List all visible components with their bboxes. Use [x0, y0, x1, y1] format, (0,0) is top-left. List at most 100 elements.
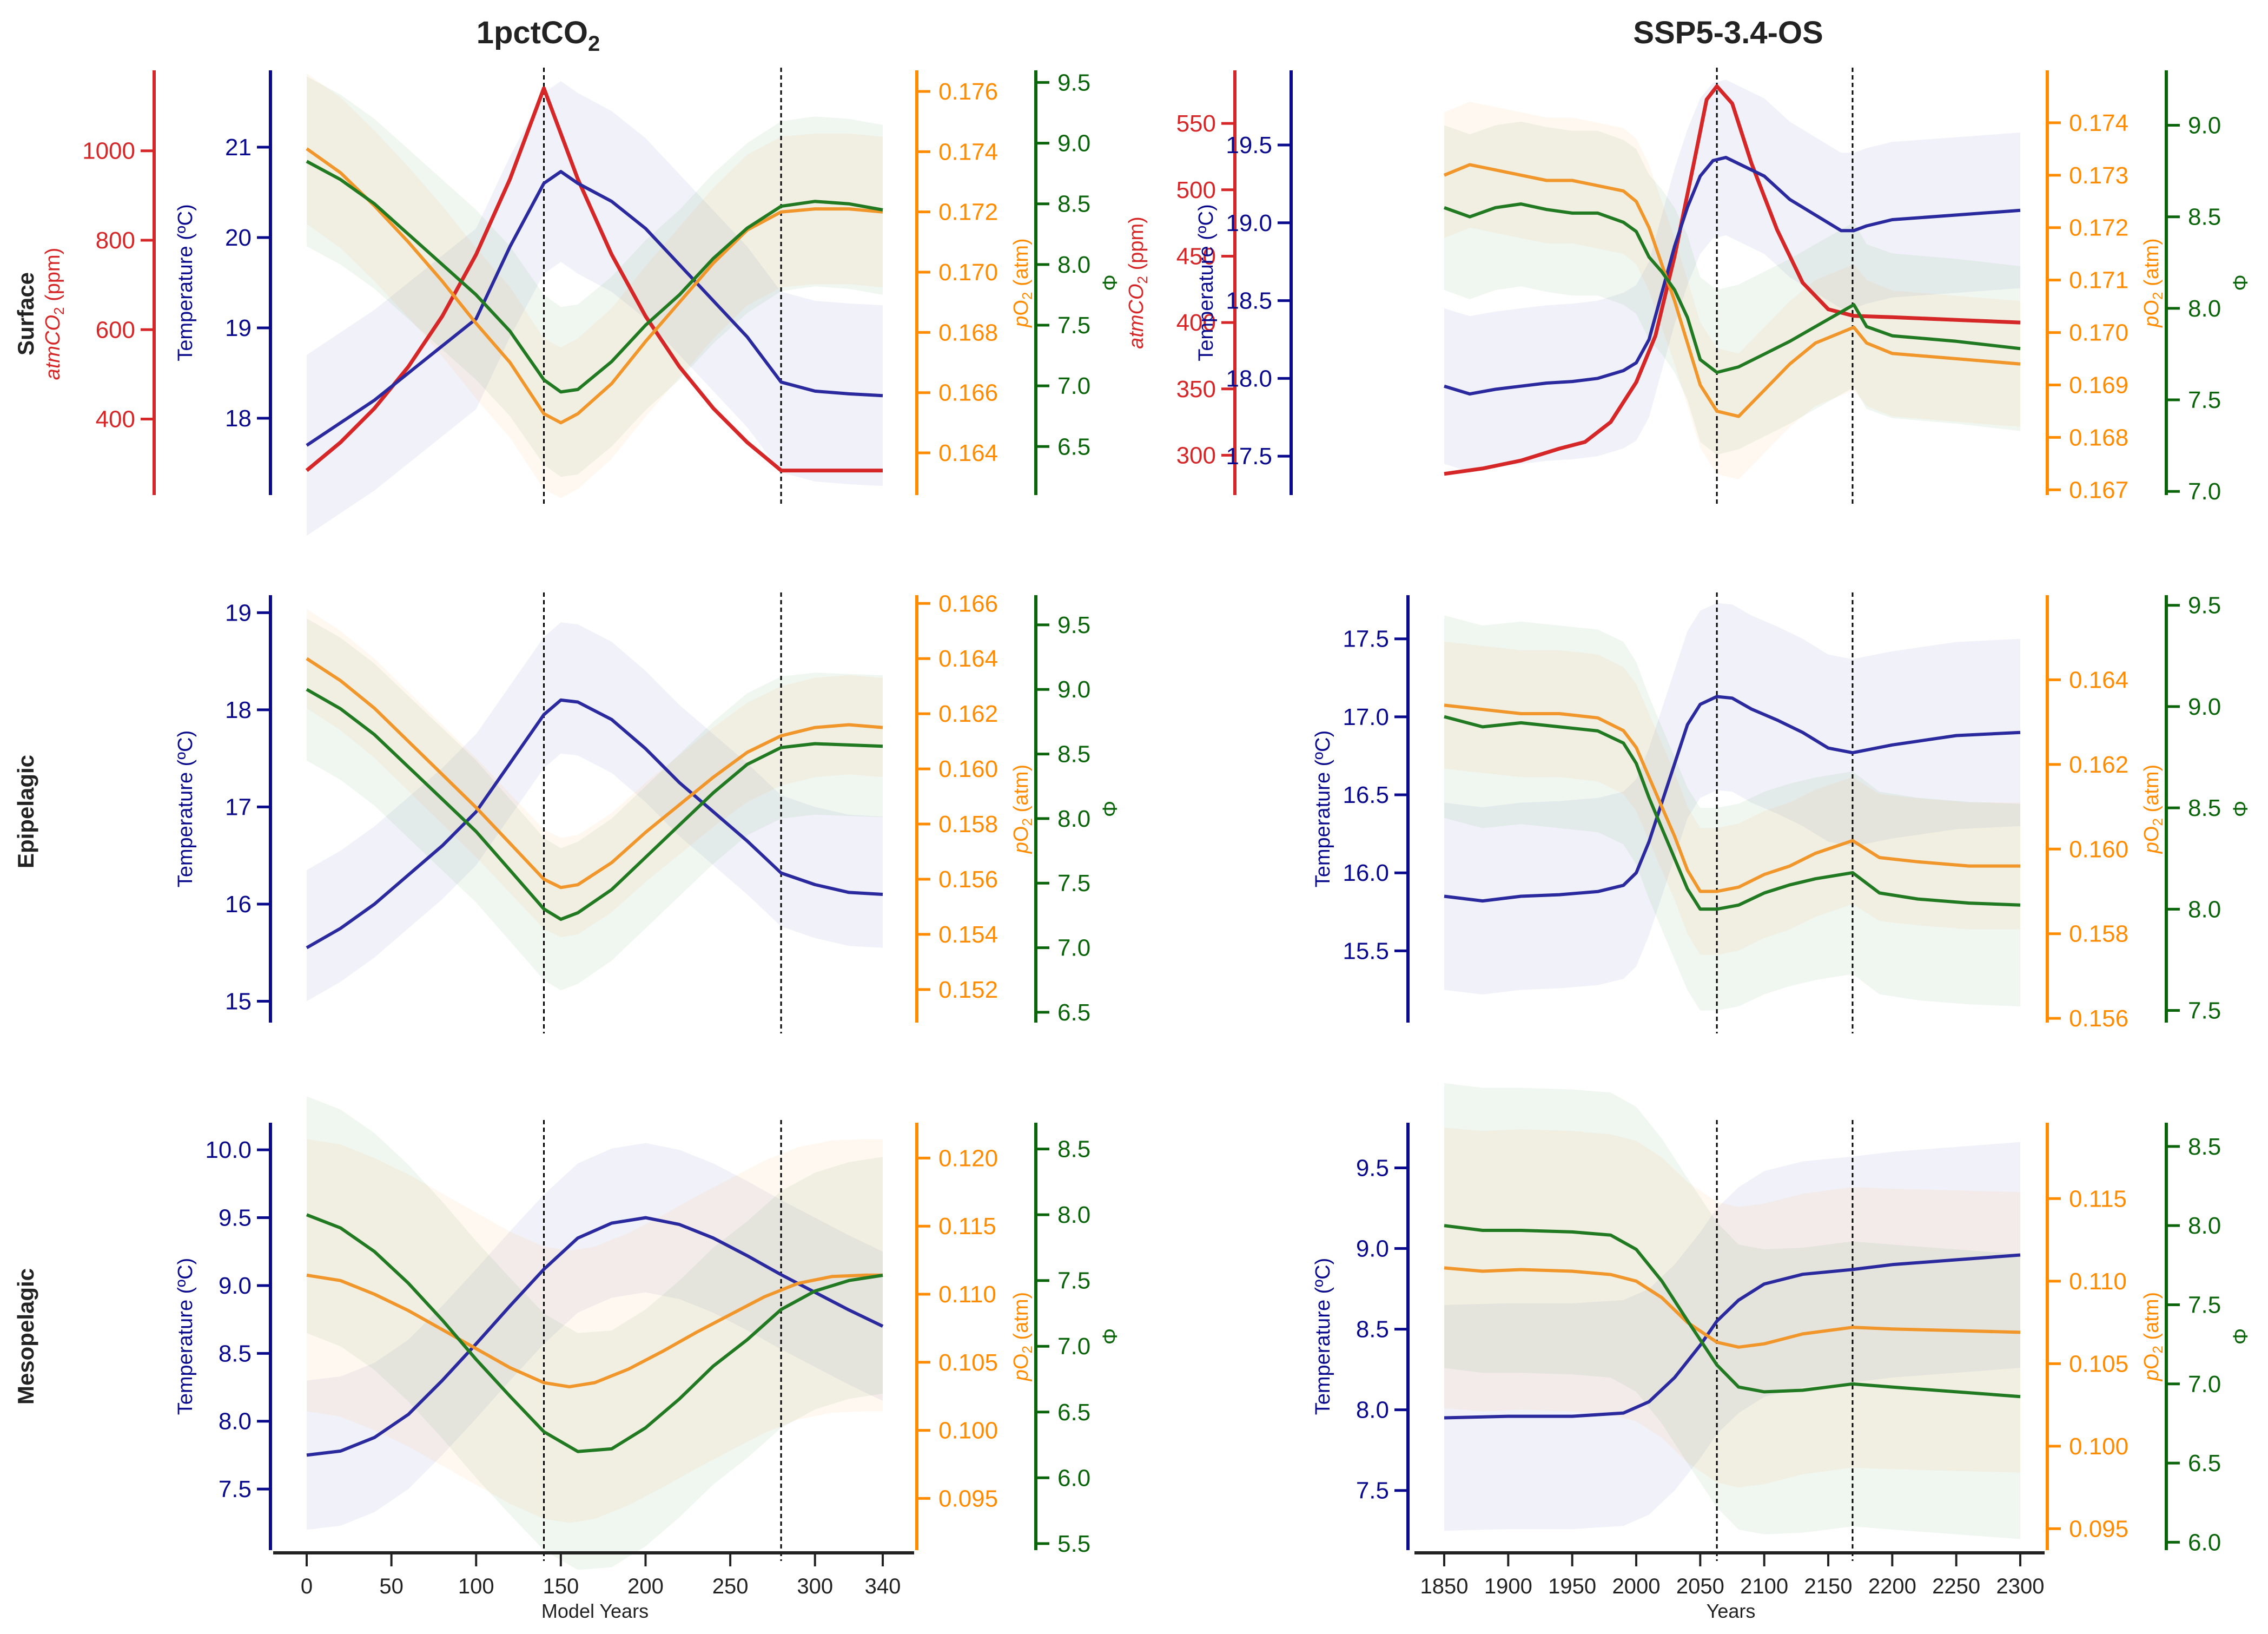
po2-tick-label: 0.164 — [938, 440, 998, 466]
temperature-axis: 15.5 16.0 16.5 17.0 17.5 — [1343, 595, 1410, 1023]
co2-tick-label: 400 — [1176, 309, 1216, 336]
temperature-tick-label: 18 — [225, 405, 252, 432]
phi-tick-label: 7.5 — [2188, 387, 2221, 413]
phi-axis: 5.5 6.0 6.5 7.0 7.5 8.0 8.5 — [1034, 1123, 1090, 1557]
x-tick-label: 2200 — [1868, 1574, 1916, 1598]
po2-tick-label: 0.115 — [2069, 1185, 2127, 1212]
temperature-tick-label: 9.0 — [219, 1273, 252, 1299]
po2-tick-label: 0.160 — [2069, 836, 2128, 862]
panels: 4006008001000181920210.1640.1660.1680.17… — [82, 68, 2252, 1598]
po2-tick-label: 0.110 — [938, 1281, 996, 1308]
series-temperature — [306, 170, 883, 447]
po2-tick-label: 0.120 — [938, 1145, 998, 1171]
phi-tick-label: 7.5 — [2188, 1292, 2221, 1318]
phi-tick-label: 5.5 — [1057, 1531, 1090, 1557]
series-po2 — [306, 147, 883, 425]
phi-tick-label: 9.0 — [1057, 676, 1090, 703]
phi-tick-label: 9.5 — [1057, 69, 1090, 96]
po2-axis-title: pO2 (atm) — [1010, 765, 1035, 854]
temperature-axis: 15 16 17 18 19 — [225, 595, 272, 1023]
po2-tick-label: 0.105 — [938, 1349, 998, 1376]
temperature-tick-label: 16.5 — [1343, 782, 1389, 808]
phi-tick-label: 7.5 — [2188, 998, 2221, 1024]
temperature-tick-label: 7.5 — [219, 1476, 252, 1503]
co2-axis-title: atmCO2 (ppm) — [1125, 216, 1150, 349]
temperature-tick-label: 21 — [225, 134, 252, 161]
temperature-tick-label: 20 — [225, 225, 252, 251]
po2-axis: 0.152 0.154 0.156 0.158 0.160 0.162 0.164 0.166 — [915, 590, 998, 1023]
series-temperature — [1444, 1253, 2021, 1420]
x-tick-label: 1900 — [1484, 1574, 1532, 1598]
po2-axis: 0.156 0.158 0.160 0.162 0.164 — [2046, 595, 2128, 1032]
temperature-tick-label: 17.0 — [1343, 704, 1389, 730]
co2-axis: 400 600 800 1000 — [82, 70, 156, 495]
x-tick-label: 2000 — [1612, 1574, 1661, 1598]
phi-tick-label: 8.0 — [2188, 896, 2221, 923]
po2-tick-label: 0.166 — [938, 380, 998, 406]
po2-tick-label: 0.164 — [2069, 667, 2128, 693]
co2-axis-title-left: atmCO2 (ppm) — [42, 248, 67, 380]
temperature-tick-label: 18.5 — [1226, 288, 1272, 314]
po2-axis-title: pO2 (atm) — [1010, 1292, 1035, 1381]
series-po2 — [1444, 703, 2020, 893]
temperature-tick-label: 16.0 — [1343, 860, 1389, 886]
panel-1pct-surface: 400 600 800 1000 18 19 20 21 0.164 0.166 0.168 0.17… — [82, 68, 1122, 536]
po2-tick-label: 0.166 — [938, 590, 998, 617]
x-axis-title-left: Model Years — [541, 1600, 649, 1622]
series-phi — [1444, 1224, 2021, 1399]
band-temperature — [307, 1143, 883, 1530]
band-phi — [307, 618, 883, 991]
phi-tick-label: 7.5 — [1057, 312, 1090, 339]
phi-axis-title: Φ — [2230, 274, 2252, 291]
temperature-tick-label: 19.0 — [1226, 210, 1272, 236]
temperature-tick-label: 15.5 — [1343, 938, 1389, 964]
po2-axis-title: pO2 (atm) — [2140, 1292, 2166, 1381]
co2-tick-label: 800 — [96, 227, 135, 254]
phi-tick-label: 7.5 — [1057, 1268, 1090, 1294]
x-tick-label: 2150 — [1804, 1574, 1853, 1598]
temperature-tick-label: 19 — [225, 599, 252, 626]
temperature-tick-label: 18 — [225, 697, 252, 723]
series-po2 — [306, 657, 883, 890]
series-phi — [306, 160, 883, 394]
phi-tick-label: 8.5 — [2188, 795, 2221, 821]
x-tick-label: 2050 — [1676, 1574, 1724, 1598]
po2-tick-label: 0.167 — [2069, 477, 2128, 503]
phi-axis-title: Φ — [1099, 1328, 1122, 1345]
po2-tick-label: 0.168 — [2069, 424, 2128, 451]
x-tick-label: 250 — [712, 1574, 749, 1598]
po2-tick-label: 0.156 — [938, 866, 998, 893]
phi-tick-label: 9.5 — [2188, 592, 2221, 619]
series-po2 — [306, 1273, 883, 1389]
temperature-axis-title: Temperature (ºC) — [1312, 1258, 1334, 1415]
series-temperature — [1444, 156, 2021, 396]
band-phi — [1444, 1083, 2020, 1539]
co2-axis-title-main: atmCO — [42, 315, 64, 380]
x-tick-label: 300 — [797, 1574, 833, 1598]
band-temperature — [307, 81, 883, 536]
temperature-axis-title: Temperature (ºC) — [174, 1258, 197, 1415]
x-tick-label: 100 — [458, 1574, 494, 1598]
co2-tick-label: 1000 — [82, 138, 135, 164]
phi-tick-label: 7.5 — [1057, 870, 1090, 897]
series-phi — [306, 1213, 883, 1453]
phi-tick-label: 9.0 — [2188, 113, 2221, 139]
band-temperature — [1444, 603, 2020, 995]
co2-axis-title-sub: 2 — [51, 307, 67, 314]
temperature-axis: 7.5 8.0 8.5 9.0 9.5 10.0 — [205, 1123, 272, 1550]
phi-axis-title: Φ — [1099, 801, 1122, 817]
po2-tick-label: 0.162 — [2069, 752, 2128, 778]
panel-ssp-epipelagic: 15.5 16.0 16.5 17.0 17.5 0.156 0.158 0.160 0.162… — [1312, 592, 2252, 1033]
column-title-main: 1pctCO — [477, 15, 588, 50]
series-po2 — [1443, 163, 2021, 418]
po2-tick-label: 0.172 — [938, 199, 998, 226]
phi-tick-label: 8.0 — [1057, 252, 1090, 278]
phi-axis: 7.5 8.0 8.5 9.0 9.5 — [2165, 592, 2221, 1024]
temperature-tick-label: 19 — [225, 315, 252, 341]
panel-ssp-surface: 300 350 400 450 500 550 17.5 18.0 18.5 19.0 19.5 0.… — [1125, 68, 2252, 506]
po2-tick-label: 0.162 — [938, 701, 998, 727]
x-tick-label: 2300 — [1996, 1574, 2045, 1598]
co2-tick-label: 450 — [1176, 243, 1216, 269]
temperature-tick-label: 16 — [225, 891, 252, 918]
temperature-axis-title: Temperature (ºC) — [1312, 730, 1334, 888]
